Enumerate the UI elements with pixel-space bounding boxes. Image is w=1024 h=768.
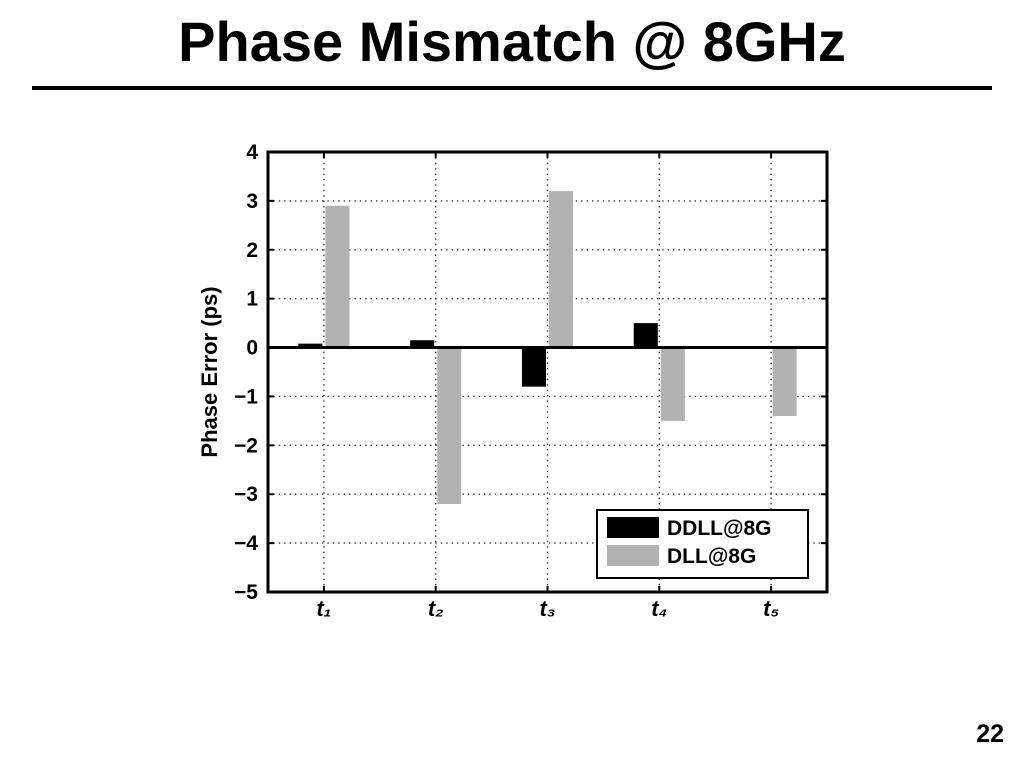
y-tick-label: 0 — [246, 337, 258, 360]
gridlines — [268, 152, 827, 592]
bar-dll-8g-4 — [660, 347, 685, 421]
y-tick-label: −2 — [234, 434, 258, 457]
phase-error-bar-chart: 4 3 2 1 0 −1 −2 −3 −4 −5 t₁ t₂ t₃ t₄ t₅ Phase Error (p… — [197, 141, 829, 621]
legend: DDLL@8G DLL@8G — [596, 509, 809, 579]
bars — [298, 191, 797, 504]
bar-ddll-8g-1 — [298, 343, 323, 348]
y-tick-label: 4 — [246, 141, 258, 164]
y-tick-label: −1 — [234, 385, 258, 408]
y-tick-label: −5 — [234, 581, 258, 604]
x-tick-label: t₄ — [651, 596, 667, 621]
legend-box — [596, 509, 809, 579]
x-tick-label: t₁ — [316, 596, 331, 621]
x-tick-label: t₂ — [428, 596, 444, 621]
bar-dll-8g-5 — [772, 347, 797, 416]
bar-dll-8g-3 — [549, 191, 574, 348]
tick-marks-and-labels: 4 3 2 1 0 −1 −2 −3 −4 −5 t₁ t₂ t₃ t₄ t₅ — [234, 141, 827, 621]
slide-title: Phase Mismatch @ 8GHz — [178, 10, 846, 73]
bar-ddll-8g-2 — [410, 340, 435, 348]
title-rule — [32, 86, 992, 90]
y-tick-label: −4 — [234, 532, 258, 555]
legend-label-dll: DLL@8G — [667, 545, 756, 568]
y-axis-label: Phase Error (ps) — [197, 286, 222, 457]
page-number: 22 — [976, 720, 1004, 748]
bar-ddll-8g-3 — [521, 347, 546, 387]
y-tick-label: 3 — [246, 190, 258, 213]
bar-ddll-8g-4 — [633, 323, 658, 348]
legend-swatch-dll — [607, 545, 659, 566]
bar-dll-8g-1 — [325, 205, 350, 348]
y-tick-label: 2 — [246, 239, 258, 262]
legend-swatch-ddll — [607, 517, 659, 538]
x-tick-label: t₅ — [763, 596, 779, 621]
y-tick-label: −3 — [234, 483, 258, 506]
bar-dll-8g-2 — [437, 347, 462, 504]
legend-label-ddll: DDLL@8G — [667, 517, 771, 540]
y-tick-label: 1 — [246, 288, 258, 311]
x-tick-label: t₃ — [540, 596, 556, 621]
